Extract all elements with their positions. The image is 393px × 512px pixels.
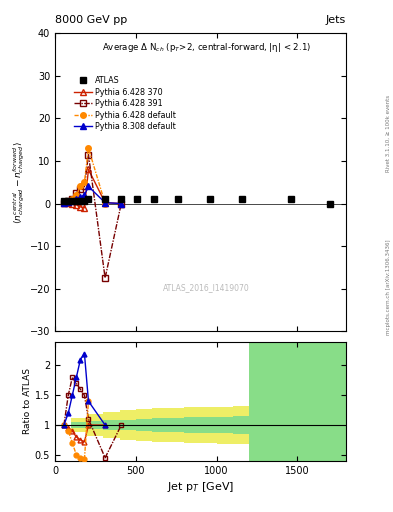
Text: Rivet 3.1.10, ≥ 100k events: Rivet 3.1.10, ≥ 100k events bbox=[386, 95, 391, 172]
Text: Average Δ N$_{ch}$ (p$_T$>2, central-forward, |η| < 2.1): Average Δ N$_{ch}$ (p$_T$>2, central-for… bbox=[102, 41, 311, 54]
Text: 8000 GeV pp: 8000 GeV pp bbox=[55, 14, 127, 25]
Text: Jets: Jets bbox=[325, 14, 346, 25]
Legend: ATLAS, Pythia 6.428 370, Pythia 6.428 391, Pythia 6.428 default, Pythia 8.308 de: ATLAS, Pythia 6.428 370, Pythia 6.428 39… bbox=[71, 73, 179, 134]
Text: mcplots.cern.ch [arXiv:1306.3436]: mcplots.cern.ch [arXiv:1306.3436] bbox=[386, 239, 391, 334]
X-axis label: Jet p$_T$ [GeV]: Jet p$_T$ [GeV] bbox=[167, 480, 234, 494]
Text: ATLAS_2016_I1419070: ATLAS_2016_I1419070 bbox=[163, 284, 250, 292]
Y-axis label: Ratio to ATLAS: Ratio to ATLAS bbox=[23, 368, 32, 434]
Y-axis label: $\langle n^{central}_{charged} - n^{forward}_{charged} \rangle$: $\langle n^{central}_{charged} - n^{forw… bbox=[11, 141, 27, 224]
